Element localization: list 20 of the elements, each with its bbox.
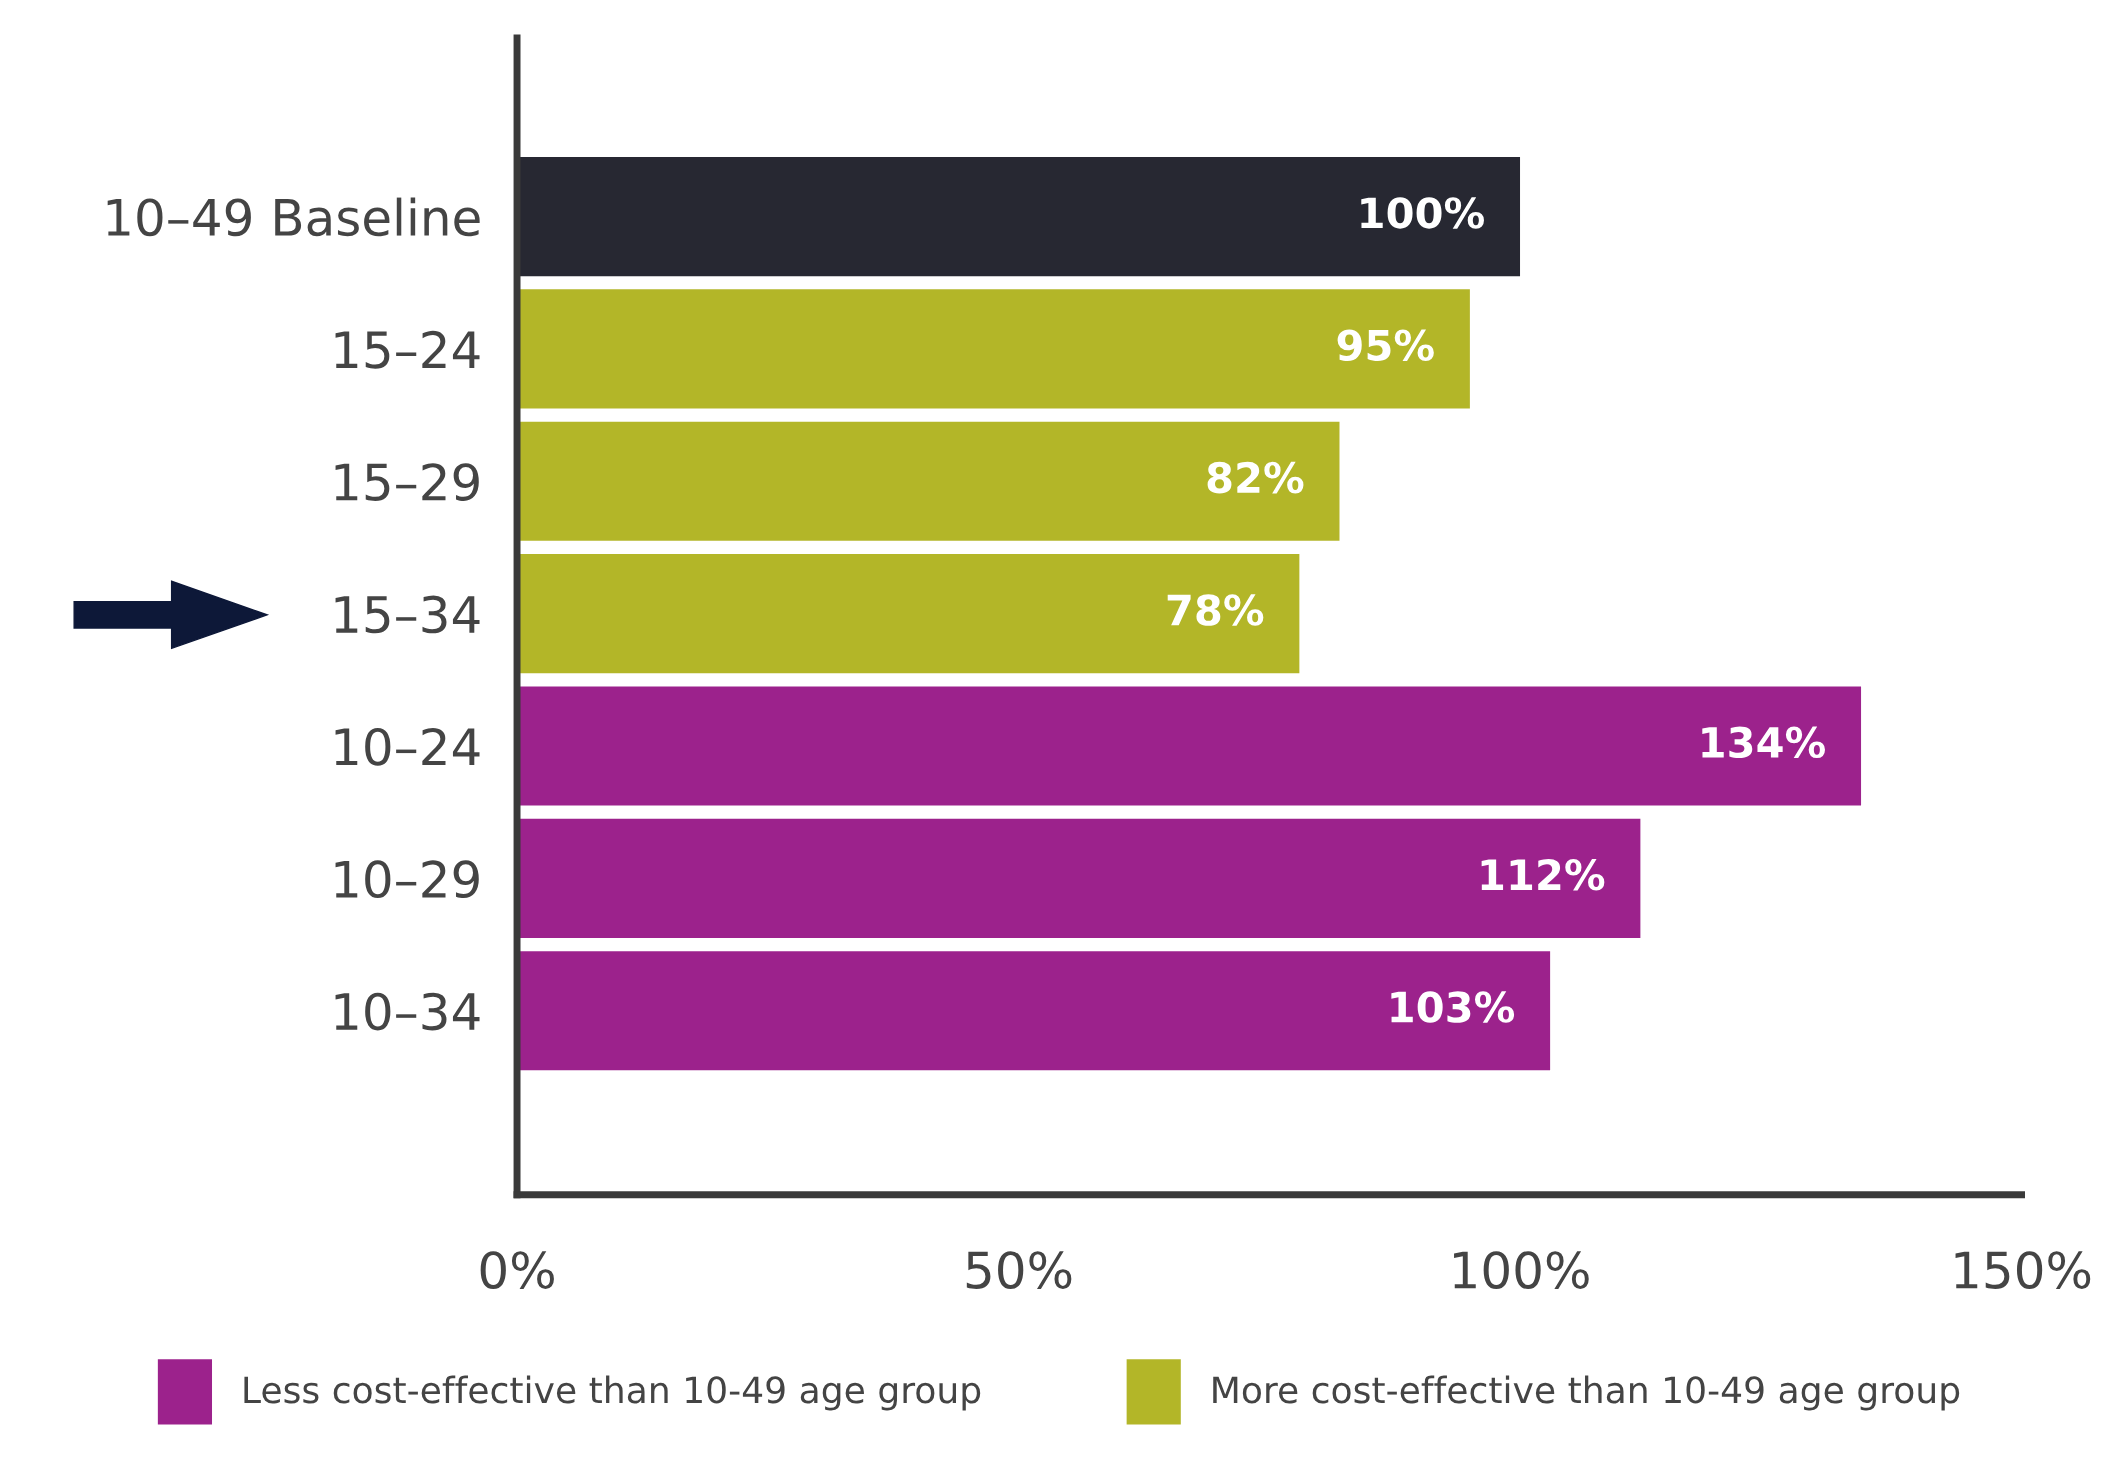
- y-tick-label: 10–34: [335, 992, 480, 1031]
- x-tick-label: 150%: [1955, 1251, 2091, 1289]
- y-tick-label: 10–29: [335, 860, 479, 899]
- data-label: 103%: [1391, 991, 1515, 1023]
- y-tick-label: 15–24: [335, 330, 480, 369]
- data-label: 82%: [1207, 461, 1304, 494]
- y-tick-label: 10–49 Baseline: [107, 197, 480, 237]
- y-tick-label: 15–34: [335, 595, 480, 634]
- data-label: 100%: [1361, 197, 1484, 229]
- legend-label: Less cost-effective than 10-49 age group: [244, 1375, 981, 1411]
- y-tick-label: 15–29: [335, 463, 479, 502]
- legend-label: More cost-effective than 10-49 age group: [1213, 1375, 1960, 1411]
- x-tick-label: 0%: [480, 1251, 554, 1289]
- x-tick-label: 50%: [966, 1251, 1072, 1289]
- data-label: 95%: [1337, 329, 1434, 362]
- data-label: 78%: [1167, 594, 1264, 626]
- data-label: 134%: [1702, 726, 1825, 759]
- data-label: 112%: [1481, 858, 1605, 891]
- x-tick-label: 100%: [1454, 1251, 1589, 1289]
- y-tick-label: 10–24: [335, 727, 480, 766]
